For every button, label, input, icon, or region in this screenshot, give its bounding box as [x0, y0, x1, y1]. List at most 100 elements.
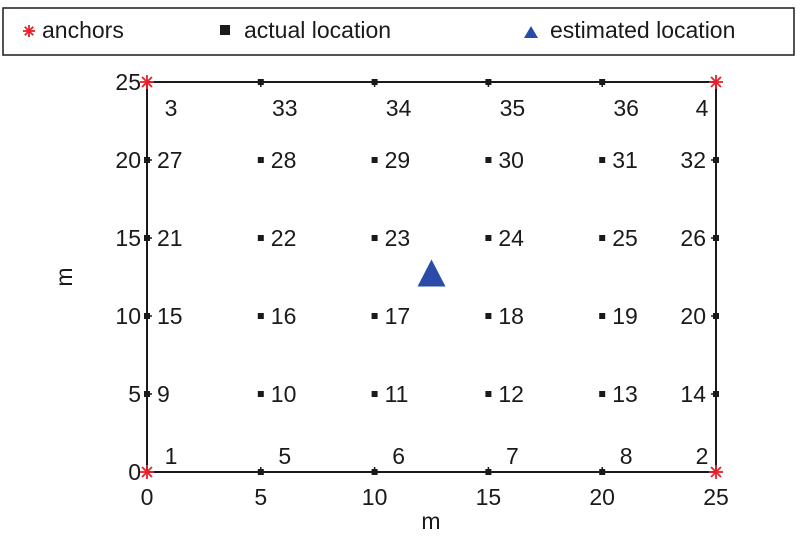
- actual-location-point: [485, 313, 492, 319]
- point-id-label: 14: [680, 381, 706, 407]
- actual-location-point: [144, 235, 150, 241]
- legend-label-actual-location: actual location: [244, 17, 391, 43]
- actual-location-point: [257, 313, 264, 319]
- actual-location-point: [713, 157, 719, 163]
- y-tick-label: 25: [115, 69, 141, 95]
- y-axis-label: m: [51, 267, 77, 286]
- anchor-point: [140, 465, 154, 479]
- x-tick-label: 20: [589, 484, 615, 510]
- point-id-label: 15: [157, 303, 183, 329]
- legend-label-estimated-location: estimated location: [550, 17, 735, 43]
- x-tick-label: 0: [141, 484, 154, 510]
- actual-location-point: [599, 157, 606, 163]
- point-id-label: 32: [680, 147, 706, 173]
- point-id-label: 29: [385, 147, 411, 173]
- point-id-label: 22: [271, 225, 297, 251]
- point-id-label: 17: [385, 303, 411, 329]
- actual-location-point: [371, 235, 378, 241]
- actual-location-point: [599, 79, 606, 85]
- triangle-icon: [524, 26, 538, 38]
- actual-location-point: [371, 157, 378, 163]
- actual-location-point: [371, 79, 378, 85]
- y-tick-label: 5: [128, 381, 141, 407]
- actual-location-point: [257, 235, 264, 241]
- point-id-label: 36: [613, 95, 639, 121]
- point-id-label: 11: [385, 381, 409, 407]
- actual-location-point: [371, 469, 378, 475]
- point-id-label: 18: [498, 303, 524, 329]
- point-id-label: 13: [612, 381, 638, 407]
- legend-item-actual-location: actual location: [220, 17, 391, 43]
- actual-location-point: [257, 79, 264, 85]
- y-tick-label: 20: [115, 147, 141, 173]
- point-id-label: 3: [165, 95, 178, 121]
- point-id-label: 25: [612, 225, 638, 251]
- x-tick-label: 15: [476, 484, 502, 510]
- point-id-label: 31: [612, 147, 638, 173]
- x-tick-label: 10: [362, 484, 388, 510]
- actual-location-point: [599, 391, 606, 397]
- actual-location-point: [485, 157, 492, 163]
- actual-location-point: [257, 157, 264, 163]
- point-id-label: 1: [165, 443, 178, 469]
- point-id-label: 33: [272, 95, 298, 121]
- point-id-label: 8: [620, 443, 633, 469]
- point-id-label: 28: [271, 147, 297, 173]
- point-id-label: 10: [271, 381, 297, 407]
- point-id-label: 4: [696, 95, 709, 121]
- point-id-label: 27: [157, 147, 183, 173]
- anchor-point: [140, 75, 154, 89]
- point-id-label: 5: [278, 443, 291, 469]
- point-id-label: 12: [498, 381, 524, 407]
- actual-location-point: [144, 157, 150, 163]
- actual-location-point: [371, 313, 378, 319]
- actual-location-point: [599, 469, 606, 475]
- actual-location-point: [257, 469, 264, 475]
- point-id-label: 7: [506, 443, 519, 469]
- legend-box: [2, 7, 795, 56]
- legend-item-estimated-location: estimated location: [524, 17, 735, 43]
- point-id-label: 23: [385, 225, 411, 251]
- actual-location-point: [485, 79, 492, 85]
- point-id-label: 19: [612, 303, 638, 329]
- actual-location-point: [144, 313, 150, 319]
- actual-location-point: [485, 391, 492, 397]
- actual-location-point: [713, 313, 719, 319]
- asterisk-icon-shape: [23, 25, 35, 37]
- point-id-label: 34: [386, 95, 412, 121]
- point-id-label: 2: [696, 443, 709, 469]
- y-tick-label: 10: [115, 303, 141, 329]
- actual-location-point: [485, 469, 492, 475]
- anchor-point: [709, 75, 723, 89]
- point-id-label: 20: [680, 303, 706, 329]
- asterisk-icon: [23, 25, 35, 37]
- point-id-label: 24: [498, 225, 524, 251]
- plot-area-frame: [146, 81, 717, 473]
- point-id-label: 21: [157, 225, 183, 251]
- point-id-label: 30: [498, 147, 524, 173]
- y-tick-label: 0: [128, 459, 141, 485]
- x-tick-label: 5: [254, 484, 267, 510]
- point-id-label: 9: [157, 381, 170, 407]
- actual-location-point: [257, 391, 264, 397]
- y-tick-label: 15: [115, 225, 141, 251]
- actual-location-point: [485, 235, 492, 241]
- point-id-label: 16: [271, 303, 297, 329]
- actual-location-point: [599, 235, 606, 241]
- actual-location-point: [713, 391, 719, 397]
- legend: anchors actual location estimated locati…: [2, 7, 795, 56]
- x-axis-label: m: [421, 508, 440, 534]
- legend-label-anchors: anchors: [42, 17, 124, 43]
- point-id-label: 26: [680, 225, 706, 251]
- actual-location-point: [371, 391, 378, 397]
- actual-location-point: [144, 391, 150, 397]
- x-axis-ticks: 0 5 10 15 20 25: [141, 82, 729, 510]
- actual-location-point: [599, 313, 606, 319]
- x-tick-label: 25: [703, 484, 729, 510]
- square-icon: [220, 25, 230, 35]
- point-id-label: 35: [500, 95, 526, 121]
- actual-location-point: [713, 235, 719, 241]
- anchor-point: [709, 465, 723, 479]
